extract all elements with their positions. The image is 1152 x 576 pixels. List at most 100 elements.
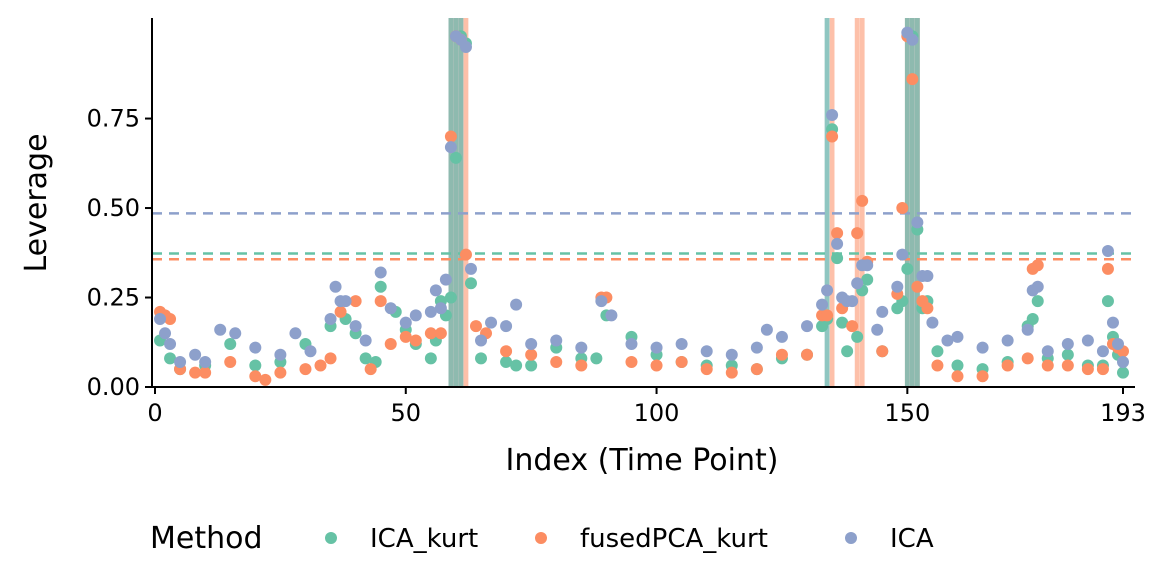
point-fusedpca-kurt bbox=[1081, 363, 1094, 376]
point-ica bbox=[174, 355, 187, 368]
x-tick-label: 193 bbox=[1100, 399, 1146, 427]
point-ica-kurt bbox=[861, 273, 874, 286]
point-ica bbox=[409, 309, 422, 322]
axes: 0.00 0.25 0.50 0.75 0 50 100 150 193 bbox=[87, 18, 1146, 427]
x-tick-label: 150 bbox=[884, 399, 930, 427]
point-ica bbox=[846, 295, 859, 308]
point-fusedpca-kurt bbox=[1101, 262, 1114, 275]
point-fusedpca-kurt bbox=[500, 345, 513, 358]
point-fusedpca-kurt bbox=[725, 366, 738, 379]
highlight-band-ica-kurt bbox=[909, 18, 915, 387]
point-fusedpca-kurt bbox=[444, 130, 457, 143]
point-ica bbox=[384, 302, 397, 315]
point-ica-kurt bbox=[374, 280, 387, 293]
point-ica-kurt bbox=[836, 316, 849, 329]
point-ica bbox=[760, 323, 773, 336]
point-fusedpca-kurt bbox=[384, 338, 397, 351]
point-ica bbox=[214, 323, 227, 336]
point-fusedpca-kurt bbox=[700, 363, 713, 376]
point-ica bbox=[1096, 345, 1109, 358]
point-fusedpca-kurt bbox=[625, 355, 638, 368]
point-fusedpca-kurt bbox=[575, 359, 588, 372]
legend-title: Method bbox=[150, 521, 263, 556]
point-ica bbox=[1117, 355, 1129, 368]
legend: Method ICA_kurt fusedPCA_kurt ICA bbox=[150, 521, 934, 556]
y-tick-label: 0.25 bbox=[87, 284, 140, 312]
point-fusedpca-kurt bbox=[434, 327, 447, 340]
point-fusedpca-kurt bbox=[801, 348, 814, 361]
point-fusedpca-kurt bbox=[525, 348, 538, 361]
point-ica bbox=[349, 320, 362, 333]
point-fusedpca-kurt bbox=[550, 355, 563, 368]
point-ica bbox=[891, 280, 904, 293]
point-ica-kurt bbox=[475, 352, 488, 365]
point-ica bbox=[1111, 338, 1124, 351]
point-fusedpca-kurt bbox=[906, 73, 919, 86]
point-ica bbox=[439, 273, 452, 286]
point-fusedpca-kurt bbox=[249, 370, 262, 383]
point-fusedpca-kurt bbox=[164, 312, 177, 325]
highlight-band-ica-kurt bbox=[458, 18, 464, 387]
point-ica-kurt bbox=[249, 359, 262, 372]
highlight-band-ica-kurt bbox=[914, 18, 920, 387]
point-ica bbox=[1081, 334, 1094, 347]
point-ica-kurt bbox=[931, 345, 944, 358]
highlight-band-fusedpca-kurt bbox=[463, 18, 469, 387]
highlight-band-ica-kurt bbox=[904, 18, 910, 387]
point-ica bbox=[1021, 323, 1034, 336]
point-ica-kurt bbox=[1026, 312, 1039, 325]
point-ica-kurt bbox=[224, 338, 237, 351]
point-ica-kurt bbox=[510, 359, 523, 372]
point-ica bbox=[500, 320, 513, 333]
point-fusedpca-kurt bbox=[650, 359, 663, 372]
point-ica-kurt bbox=[444, 291, 457, 304]
point-fusedpca-kurt bbox=[349, 295, 362, 308]
point-ica bbox=[429, 284, 442, 297]
point-fusedpca-kurt bbox=[831, 227, 844, 240]
point-ica bbox=[911, 216, 924, 229]
point-ica bbox=[289, 327, 302, 340]
point-ica bbox=[444, 141, 457, 154]
x-tick-label: 100 bbox=[634, 399, 680, 427]
point-ica bbox=[826, 108, 839, 121]
point-ica bbox=[229, 327, 242, 340]
point-ica bbox=[595, 295, 608, 308]
point-ica bbox=[816, 298, 829, 311]
point-ica bbox=[921, 270, 934, 283]
point-ica-kurt bbox=[1031, 295, 1044, 308]
point-fusedpca-kurt bbox=[1021, 352, 1034, 365]
highlight-band-ica-kurt bbox=[448, 18, 454, 387]
point-ica bbox=[399, 316, 412, 329]
point-ica bbox=[189, 348, 202, 361]
y-axis-title: Leverage bbox=[19, 133, 54, 272]
point-fusedpca-kurt bbox=[469, 320, 482, 333]
point-fusedpca-kurt bbox=[931, 359, 944, 372]
point-fusedpca-kurt bbox=[851, 227, 864, 240]
point-ica bbox=[1106, 316, 1119, 329]
point-fusedpca-kurt bbox=[821, 309, 834, 322]
point-ica bbox=[801, 320, 814, 333]
point-ica bbox=[359, 334, 372, 347]
point-fusedpca-kurt bbox=[399, 330, 412, 343]
point-ica bbox=[249, 341, 262, 354]
point-ica bbox=[434, 302, 447, 315]
point-ica bbox=[725, 348, 738, 361]
point-ica bbox=[926, 316, 939, 329]
point-ica-kurt bbox=[901, 262, 914, 275]
point-ica bbox=[304, 345, 317, 358]
point-ica bbox=[941, 334, 954, 347]
point-ica bbox=[1041, 345, 1054, 358]
point-fusedpca-kurt bbox=[274, 366, 287, 379]
point-ica-kurt bbox=[449, 151, 462, 164]
point-ica bbox=[750, 341, 763, 354]
point-ica bbox=[550, 334, 563, 347]
point-fusedpca-kurt bbox=[1096, 363, 1109, 376]
highlight-bands bbox=[448, 18, 920, 387]
point-ica-kurt bbox=[1061, 348, 1074, 361]
highlight-band-ica-kurt bbox=[453, 18, 459, 387]
legend-key-fusedpca-kurt bbox=[535, 532, 547, 544]
point-ica-kurt bbox=[951, 359, 964, 372]
point-ica-kurt bbox=[841, 345, 854, 358]
point-ica bbox=[274, 348, 287, 361]
point-ica bbox=[896, 248, 909, 261]
